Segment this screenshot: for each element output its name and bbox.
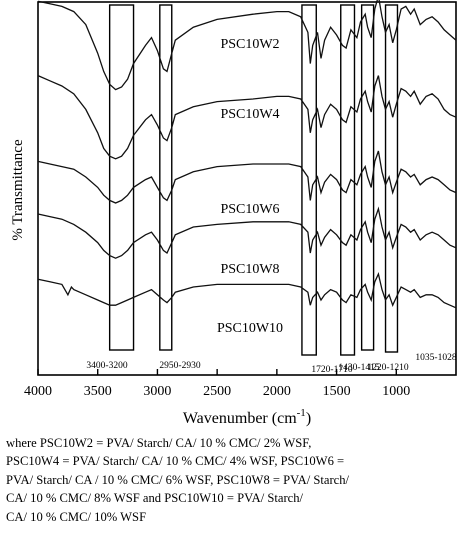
series-line-psc10w2 [37, 0, 457, 91]
band-box-4 [360, 4, 375, 351]
x-tick-label-2000: 2000 [263, 384, 291, 399]
ftir-chart: 4000 3500 3000 2500 2000 1500 1000 3400-3200 29… [10, 0, 457, 427]
x-tick-label-3000: 3000 [143, 384, 171, 399]
caption-line-1: PSC10W4 = PVA/ Starch/ CA/ 10 % CMC/ 4% … [6, 454, 345, 469]
chart-svg: 4000 3500 3000 2500 2000 1500 1000 3400-3200 29… [10, 0, 457, 427]
series-label-psc10w8: PSC10W8 [220, 262, 279, 277]
caption-line-4: CA/ 10 % CMC/ 10% WSF [6, 509, 147, 524]
series-label-psc10w2: PSC10W2 [220, 37, 279, 52]
series-line-psc10w4 [37, 75, 457, 160]
y-axis-label: % Transmittance [10, 139, 26, 241]
x-axis-label-superscript: -1 [297, 407, 306, 419]
caption-line-2: PVA/ Starch/ CA / 10 % CMC/ 6% WSF, PSC1… [6, 472, 350, 487]
band-box-0 [108, 4, 135, 351]
series-line-psc10w8 [37, 206, 457, 259]
band-box-3 [340, 4, 356, 356]
x-axis-label-text: Wavenumber (cm [183, 410, 297, 427]
band-label-2: 1720-1710 [311, 365, 352, 375]
x-tick-label-1000: 1000 [382, 384, 410, 399]
caption-line-3: CA/ 10 % CMC/ 8% WSF and PSC10W10 = PVA/… [6, 491, 304, 506]
x-axis-label: Wavenumber (cm-1) [183, 407, 311, 427]
band-label-5: 1035-1028 [415, 353, 456, 363]
plot-frame [37, 1, 457, 376]
band-label-3: 1430-1415 [338, 363, 379, 373]
band-box-2 [301, 4, 317, 356]
series-label-psc10w6: PSC10W6 [220, 202, 279, 217]
band-label-0: 3400-3200 [86, 361, 127, 371]
caption-line-0: where PSC10W2 = PVA/ Starch/ CA/ 10 % CM… [6, 436, 312, 450]
x-tick-label-1500: 1500 [323, 384, 351, 399]
series-line-psc10w10 [37, 272, 457, 309]
band-label-4: 1220-1210 [367, 363, 408, 373]
band-box-1 [159, 4, 173, 351]
x-tick-label-4000: 4000 [24, 384, 52, 399]
x-tick-label-2500: 2500 [203, 384, 231, 399]
series-label-psc10w10: PSC10W10 [217, 321, 283, 336]
x-tick-label-3500: 3500 [84, 384, 112, 399]
figure-caption: where PSC10W2 = PVA/ Starch/ CA/ 10 % CM… [6, 434, 468, 526]
series-line-psc10w6 [37, 150, 457, 204]
series-label-psc10w4: PSC10W4 [220, 107, 279, 122]
band-label-1: 2950-2930 [159, 361, 200, 371]
x-axis-label-close: ) [306, 410, 311, 427]
